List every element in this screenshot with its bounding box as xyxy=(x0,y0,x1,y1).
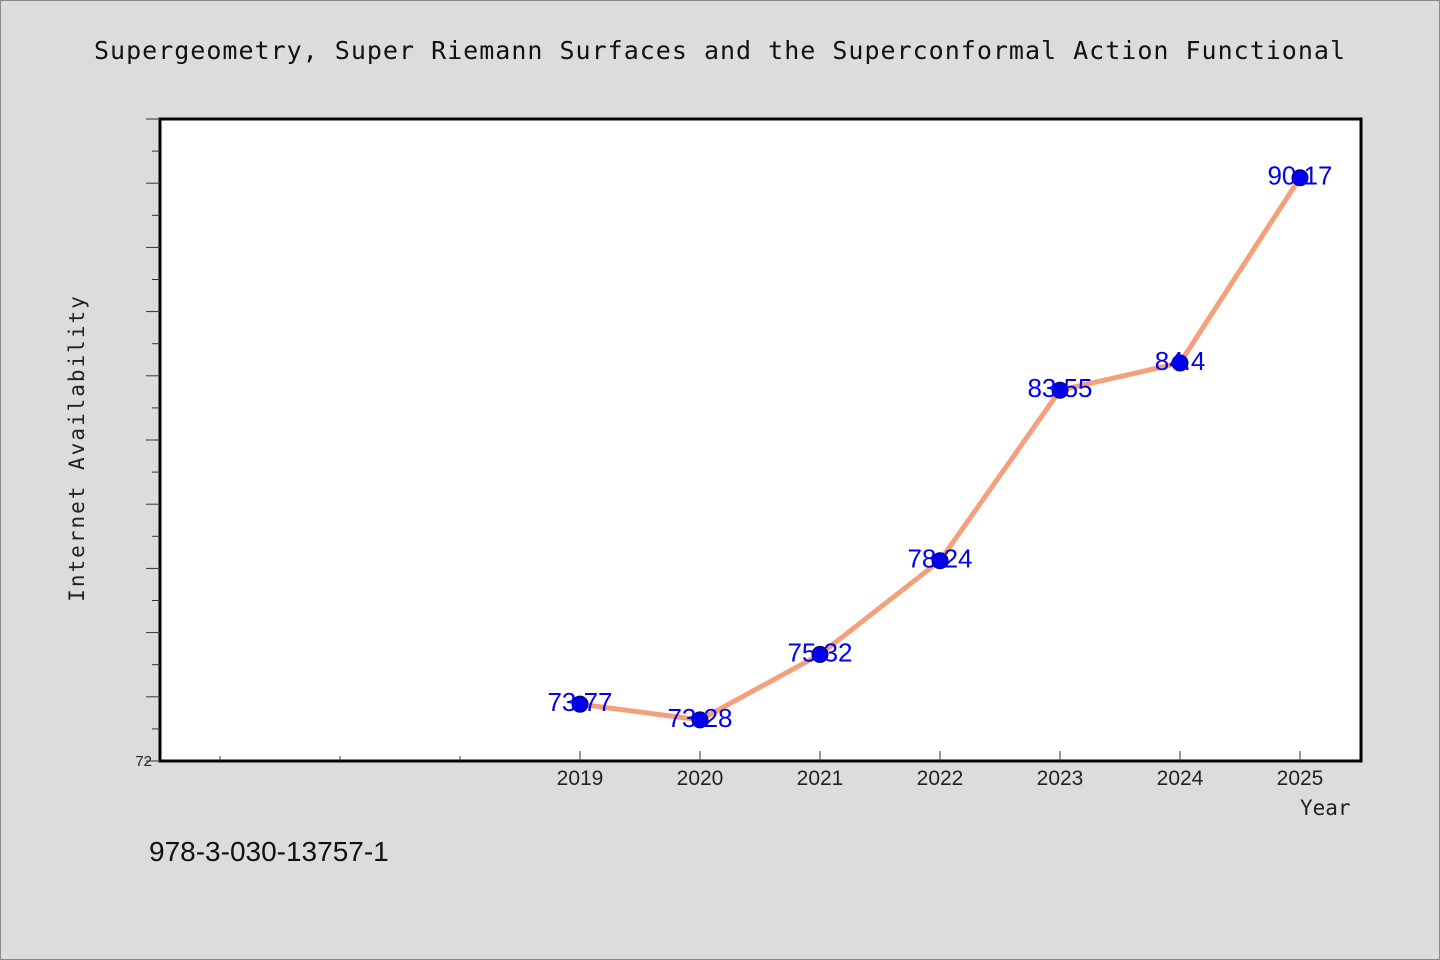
x-axis-ticks: 2019 2020 2021 2022 2023 2024 2025 xyxy=(219,751,1324,790)
data-label: 73.28 xyxy=(667,703,732,733)
x-tick-label: 2019 xyxy=(557,767,604,790)
x-axis-label: Year xyxy=(1300,796,1351,820)
y-axis-ticks: 72 xyxy=(135,118,160,770)
x-tick-label: 2025 xyxy=(1277,767,1324,790)
isbn-footnote: 978-3-030-13757-1 xyxy=(149,836,389,867)
chart-title: Supergeometry, Super Riemann Surfaces an… xyxy=(94,36,1346,65)
data-labels-group: 73.77 73.28 75.32 78.24 83.55 84.4 90.17 xyxy=(547,161,1332,733)
plot-area xyxy=(158,117,1363,763)
data-label: 90.17 xyxy=(1267,161,1332,191)
x-tick-label: 2020 xyxy=(677,767,724,790)
data-label: 84.4 xyxy=(1155,346,1206,376)
data-label: 78.24 xyxy=(907,544,972,574)
data-label: 83.55 xyxy=(1027,373,1092,403)
data-label: 73.77 xyxy=(547,687,612,717)
data-label: 75.32 xyxy=(787,637,852,667)
x-tick-label: 2021 xyxy=(797,767,844,790)
data-point xyxy=(571,695,589,713)
x-tick-label: 2023 xyxy=(1037,767,1084,790)
data-point xyxy=(1291,169,1309,187)
data-point xyxy=(1171,354,1189,372)
data-point xyxy=(691,711,709,729)
x-tick-label: 2022 xyxy=(917,767,964,790)
series-markers-group xyxy=(571,169,1309,729)
data-point xyxy=(811,645,829,663)
data-point xyxy=(1051,381,1069,399)
y-tick-label: 72 xyxy=(135,753,152,770)
data-point xyxy=(931,552,949,570)
y-axis-label: Internet Availability xyxy=(65,294,89,602)
x-tick-label: 2024 xyxy=(1157,767,1204,790)
